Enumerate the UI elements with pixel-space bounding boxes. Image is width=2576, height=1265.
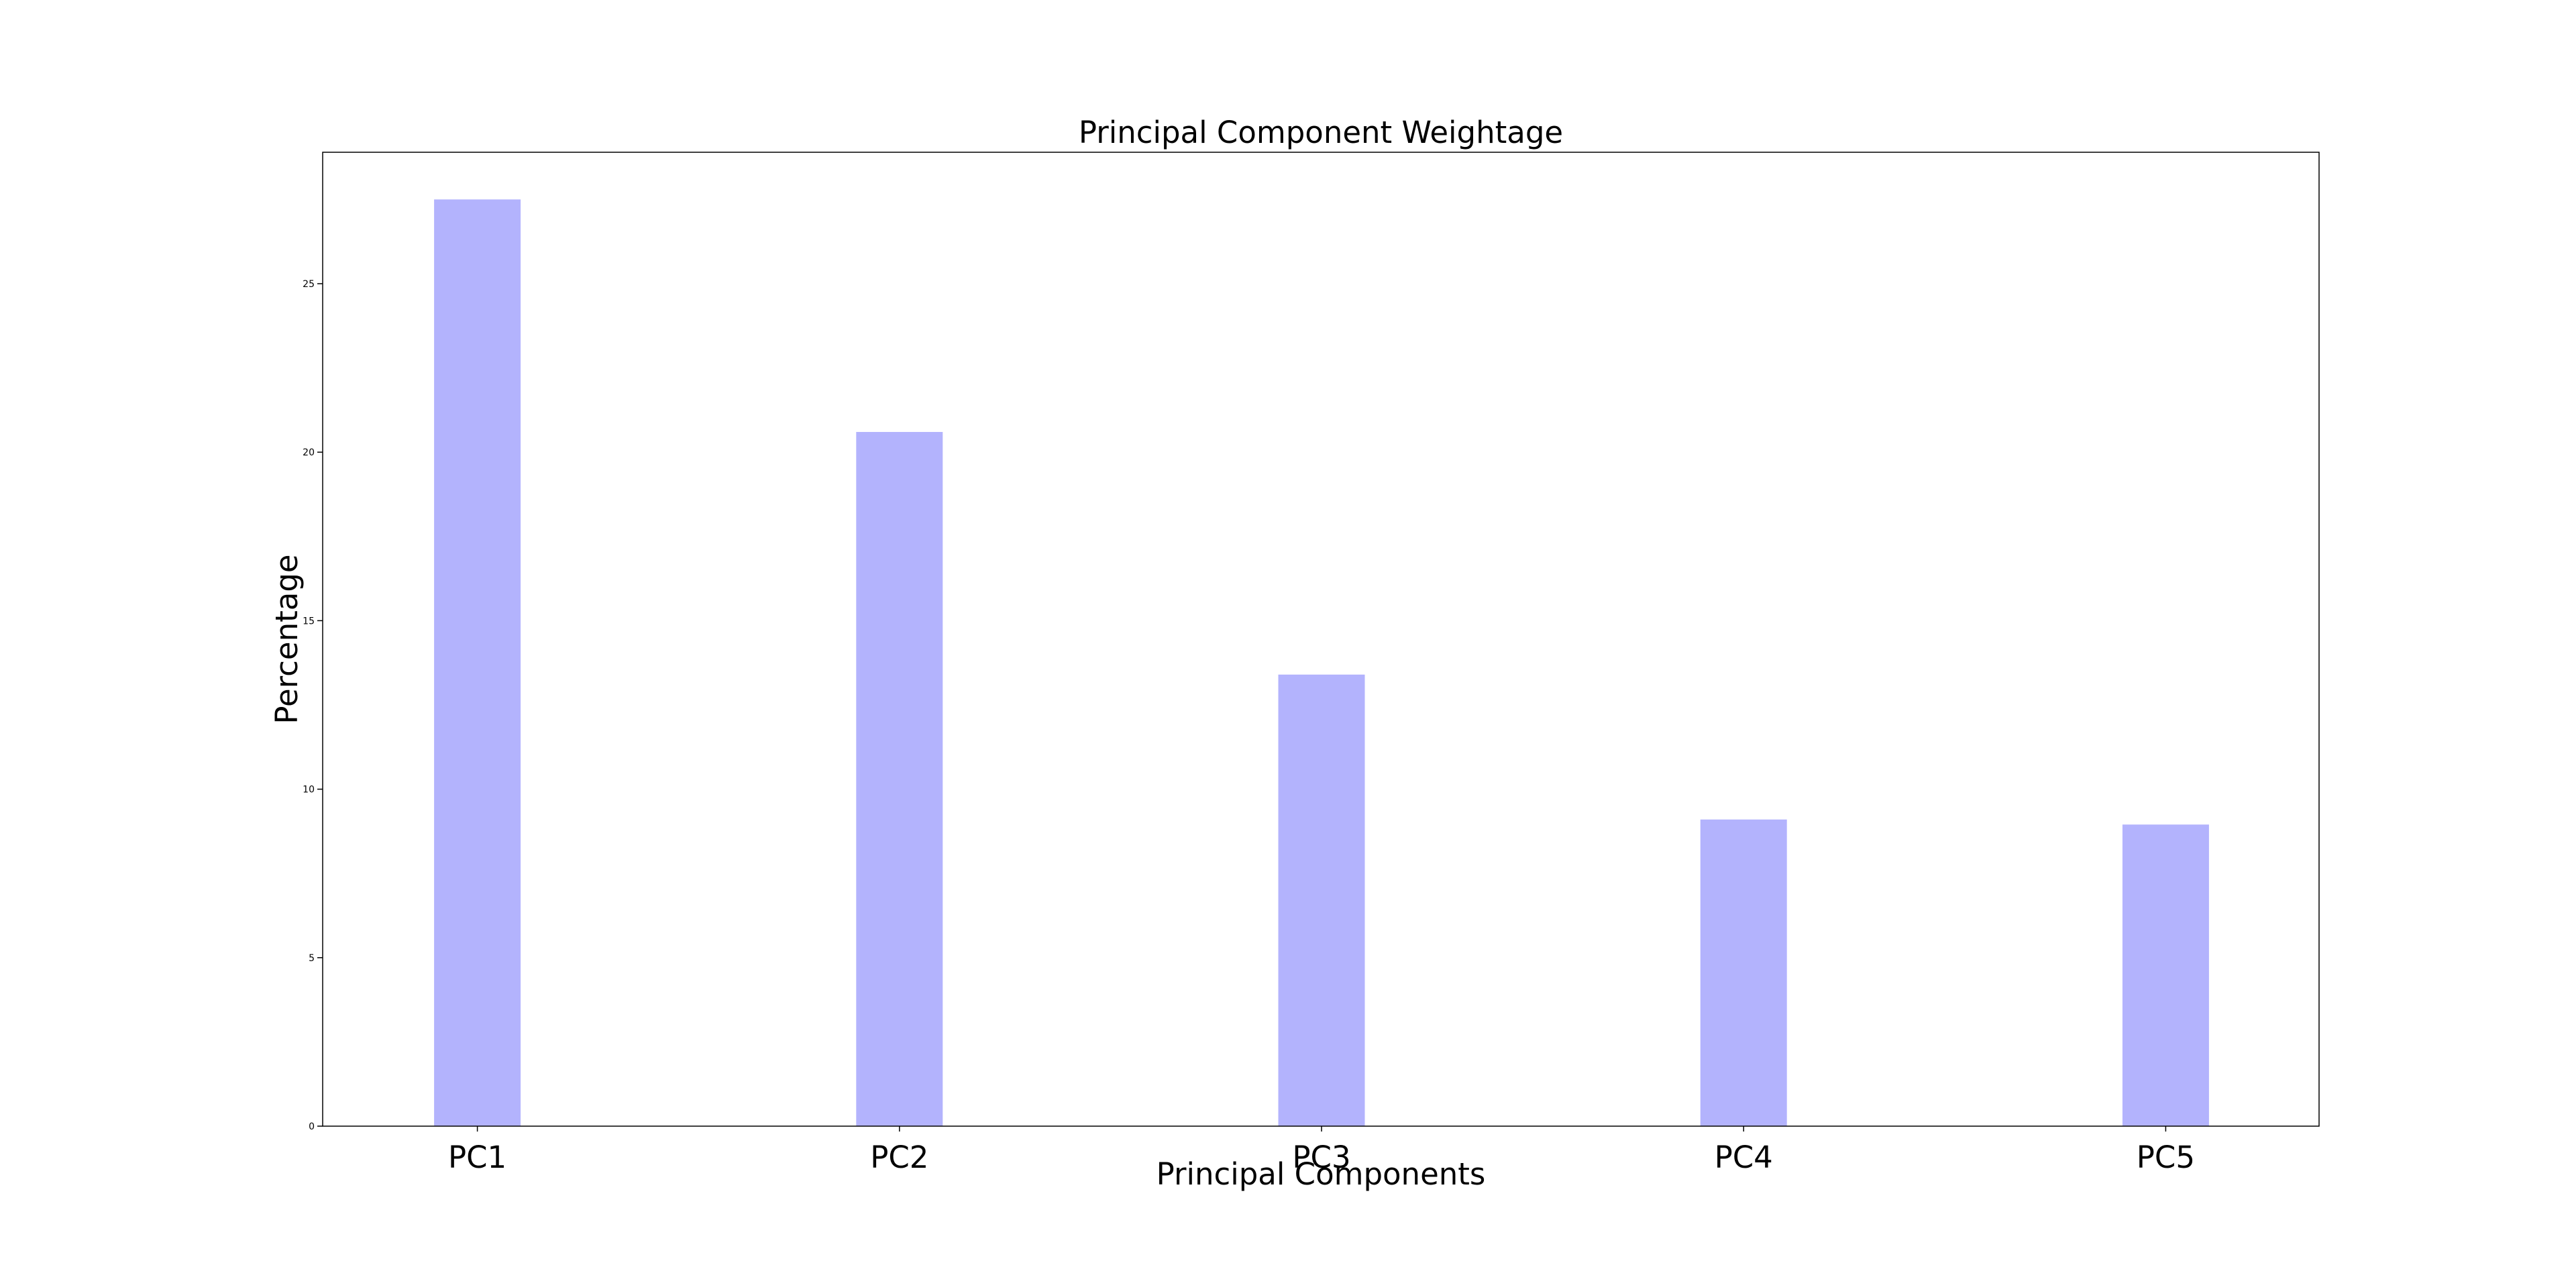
bar-pc4	[1700, 819, 1787, 1126]
y-tick-label: 25	[303, 279, 315, 290]
bars-group	[434, 199, 2209, 1126]
x-axis-ticks: PC1 PC2 PC3 PC4 PC5	[448, 1126, 2195, 1175]
bar-pc5	[2122, 824, 2209, 1126]
y-tick-label: 15	[303, 616, 315, 626]
x-axis-label: Principal Components	[1157, 1156, 1486, 1192]
plot-area-frame	[322, 152, 2320, 1127]
bar-pc1	[434, 199, 521, 1126]
x-tick-label: PC3	[1292, 1140, 1350, 1175]
x-tick-label: PC2	[870, 1140, 928, 1175]
x-tick-label: PC1	[448, 1140, 506, 1175]
y-axis-ticks: 0 5 10 15 20 25	[303, 279, 323, 1132]
y-tick-label: 0	[309, 1121, 315, 1132]
y-tick-label: 5	[309, 953, 315, 964]
chart-title: Principal Component Weightage	[1079, 115, 1563, 150]
x-tick-label: PC5	[2137, 1140, 2195, 1175]
bar-pc3	[1278, 674, 1365, 1126]
y-axis-label: Percentage	[269, 554, 305, 724]
y-tick-label: 20	[303, 447, 315, 458]
y-tick-label: 10	[303, 785, 315, 795]
x-tick-label: PC4	[1715, 1140, 1773, 1175]
bar-pc2	[856, 432, 943, 1126]
